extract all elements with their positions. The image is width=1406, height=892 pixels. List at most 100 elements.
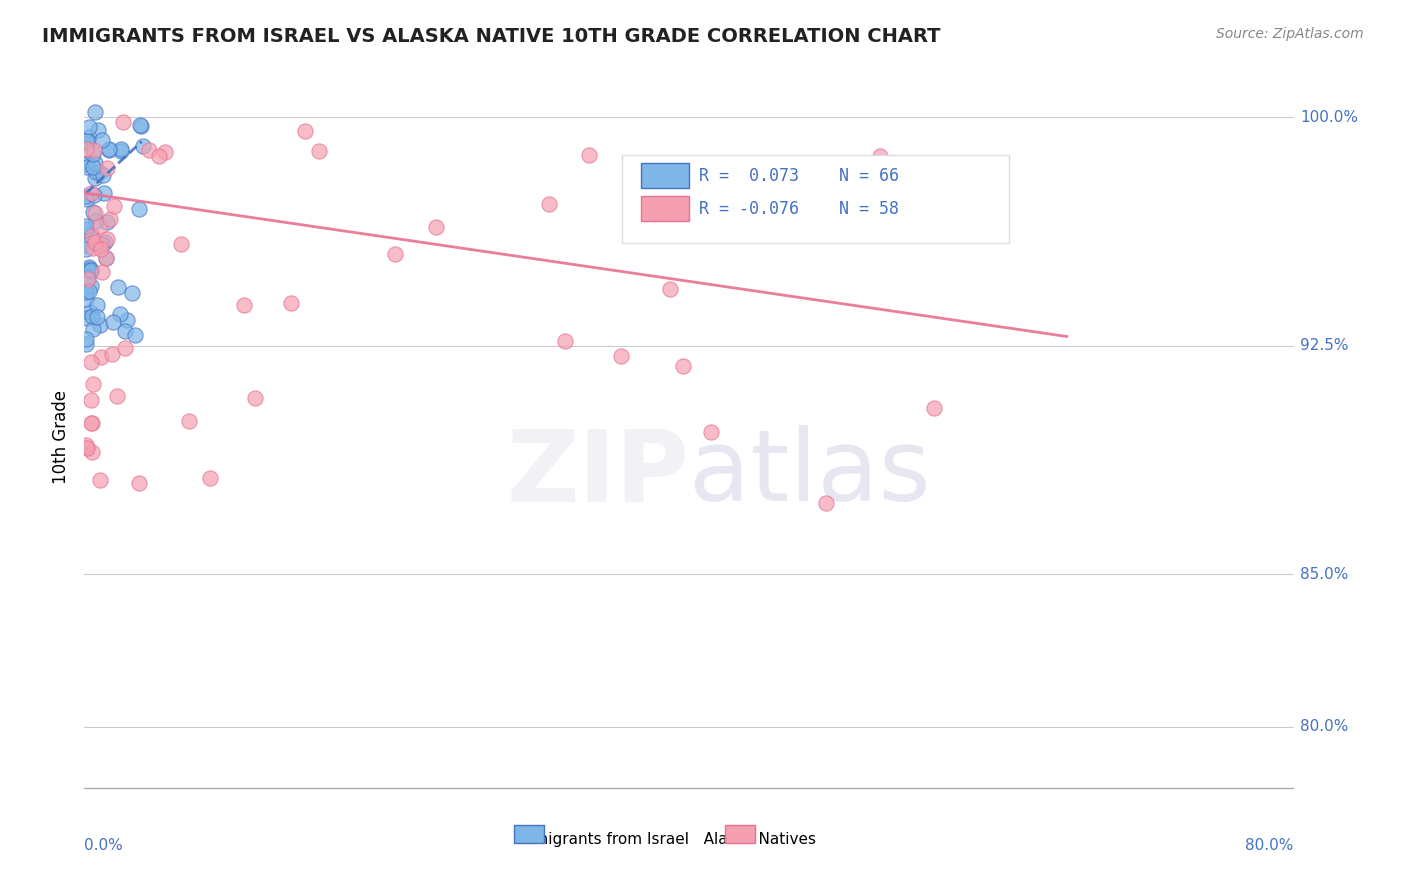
Point: [80, 262, 103, 277]
Text: 80.0%: 80.0%: [1246, 838, 1294, 853]
Point: [80, 278, 103, 293]
Point: [75, 222, 97, 236]
Point: [90, 133, 112, 147]
Text: atlas: atlas: [689, 425, 931, 522]
Point: [90, 242, 112, 256]
Point: [232, 298, 254, 312]
Point: [79, 392, 101, 407]
Point: [98, 211, 121, 226]
Point: [82, 241, 104, 255]
FancyBboxPatch shape: [725, 825, 755, 843]
Point: [77, 261, 100, 276]
Point: [659, 282, 682, 296]
Text: 85.0%: 85.0%: [1301, 566, 1348, 582]
Point: [80, 416, 103, 430]
Point: [308, 144, 330, 158]
Point: [84, 155, 107, 169]
Text: IMMIGRANTS FROM ISRAEL VS ALASKA NATIVE 10TH GRADE CORRELATION CHART: IMMIGRANTS FROM ISRAEL VS ALASKA NATIVE …: [42, 27, 941, 45]
Point: [76, 441, 98, 455]
Text: R =  0.073    N = 66: R = 0.073 N = 66: [699, 167, 898, 185]
Point: [129, 119, 152, 133]
Point: [77, 120, 100, 134]
Point: [75, 333, 97, 347]
Point: [79, 416, 101, 430]
Point: [96, 232, 118, 246]
Point: [77, 270, 100, 285]
Point: [75, 438, 97, 452]
Point: [110, 144, 132, 158]
Point: [75, 157, 97, 171]
Point: [94, 235, 117, 249]
Point: [84, 170, 107, 185]
Point: [79, 227, 101, 241]
Point: [86, 298, 108, 312]
Point: [76, 134, 98, 148]
Point: [121, 286, 143, 301]
Point: [76, 160, 98, 174]
Point: [280, 296, 302, 310]
Point: [129, 118, 152, 132]
Point: [114, 324, 136, 338]
Point: [77, 272, 100, 286]
Point: [554, 334, 576, 348]
Point: [814, 496, 837, 510]
Text: 100.0%: 100.0%: [1301, 110, 1358, 125]
Point: [84, 105, 107, 120]
Point: [75, 188, 97, 202]
Point: [115, 313, 138, 327]
Point: [103, 199, 125, 213]
Point: [83, 188, 105, 202]
Point: [128, 202, 150, 216]
Point: [80, 264, 103, 278]
Point: [155, 145, 177, 160]
Point: [75, 292, 97, 306]
Point: [111, 115, 134, 129]
Point: [79, 355, 101, 369]
Point: [89, 473, 111, 487]
Point: [82, 205, 104, 219]
Point: [89, 237, 111, 252]
Point: [132, 139, 155, 153]
Point: [96, 161, 118, 175]
Point: [169, 236, 191, 251]
Point: [869, 149, 891, 163]
Point: [688, 166, 710, 180]
Point: [76, 238, 98, 252]
Point: [75, 242, 97, 256]
Point: [79, 304, 101, 318]
Point: [84, 165, 107, 179]
Point: [672, 359, 695, 374]
Point: [75, 157, 97, 171]
Point: [82, 444, 104, 458]
Y-axis label: 10th Grade: 10th Grade: [52, 390, 70, 484]
Point: [107, 280, 129, 294]
Point: [77, 264, 100, 278]
Point: [103, 315, 125, 329]
Point: [89, 318, 111, 333]
Point: [105, 389, 128, 403]
Point: [90, 351, 112, 365]
Point: [700, 425, 723, 440]
Point: [82, 147, 104, 161]
Point: [83, 143, 105, 157]
Point: [93, 186, 115, 200]
Point: [101, 347, 124, 361]
Point: [200, 471, 222, 485]
Point: [77, 129, 100, 144]
Point: [128, 475, 150, 490]
Point: [94, 251, 117, 265]
Point: [76, 136, 98, 150]
Point: [294, 124, 316, 138]
Text: Source: ZipAtlas.com: Source: ZipAtlas.com: [1216, 27, 1364, 41]
Point: [80, 310, 103, 324]
Point: [91, 237, 114, 252]
Point: [124, 327, 146, 342]
Point: [89, 165, 111, 179]
Point: [96, 214, 118, 228]
Point: [84, 214, 107, 228]
Point: [90, 265, 112, 279]
Point: [148, 148, 170, 162]
Point: [922, 401, 945, 416]
FancyBboxPatch shape: [641, 195, 689, 221]
Point: [538, 196, 561, 211]
